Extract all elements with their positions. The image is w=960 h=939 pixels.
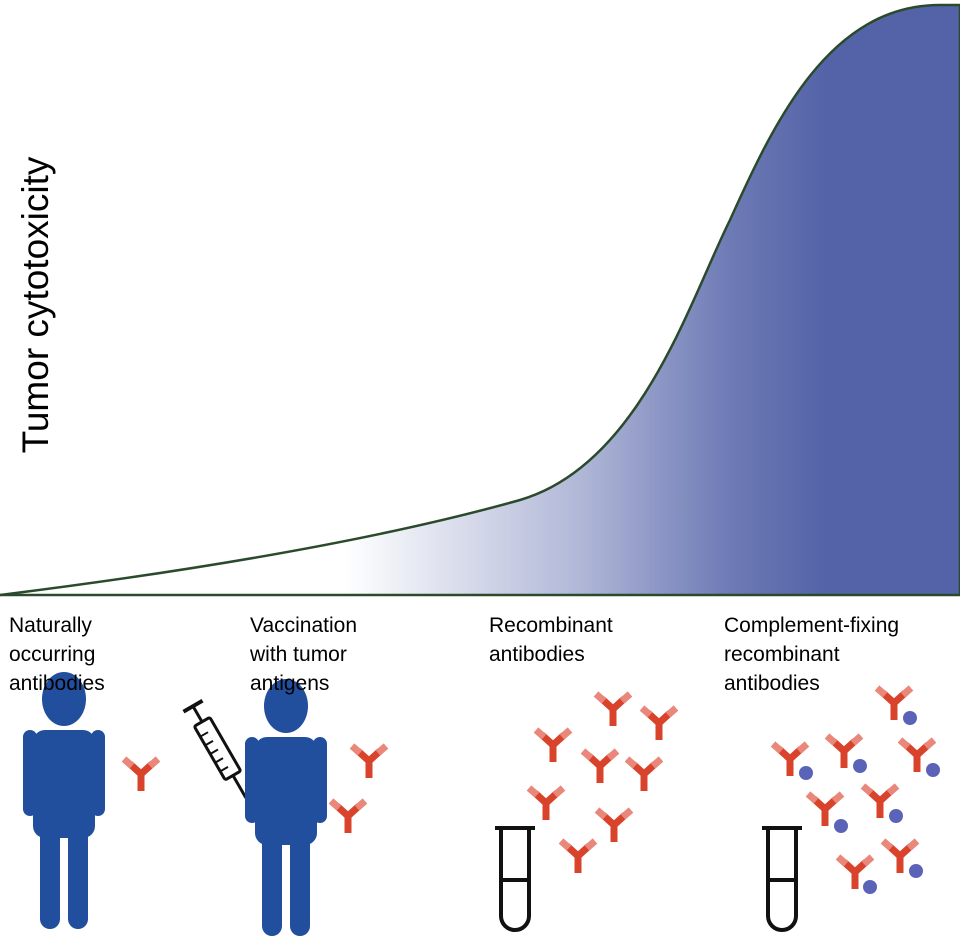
antibody-icon [352,746,386,778]
complement-dot-icon [926,763,940,777]
antibody-icon [583,751,617,783]
antibody-icon [529,788,563,820]
test-tube-icon [760,826,804,932]
antibody-icon [597,810,631,842]
complement-dot-icon [889,809,903,823]
antibody-icon [627,759,661,791]
complement-dot-icon [909,864,923,878]
category-label-complement: Complement-fixing recombinant antibodies [724,614,900,695]
antibody-icon [642,708,676,740]
category-label-natural: Naturally occurring antibodies [9,614,105,695]
test-tube-icon [493,826,537,932]
antibody-icon [596,694,630,726]
antibody-icon [536,730,570,762]
cytotoxicity-curve-fill [0,5,960,595]
antibody-icon [561,841,595,873]
complement-dot-icon [863,880,877,894]
complement-dot-icon [834,819,848,833]
category-label-recombinant: Recombinant antibodies [489,614,613,666]
person-icon [245,679,327,936]
antibody-icon [331,801,365,833]
syringe-icon [182,698,248,799]
complement-dot-icon [903,711,917,725]
complement-dot-icon [853,759,867,773]
person-icon [23,672,105,929]
cytotoxicity-curve [0,3,960,597]
antibody-icon [124,759,158,791]
category-label-vaccination: Vaccination with tumor antigens [250,614,358,695]
complement-dot-icon [799,766,813,780]
